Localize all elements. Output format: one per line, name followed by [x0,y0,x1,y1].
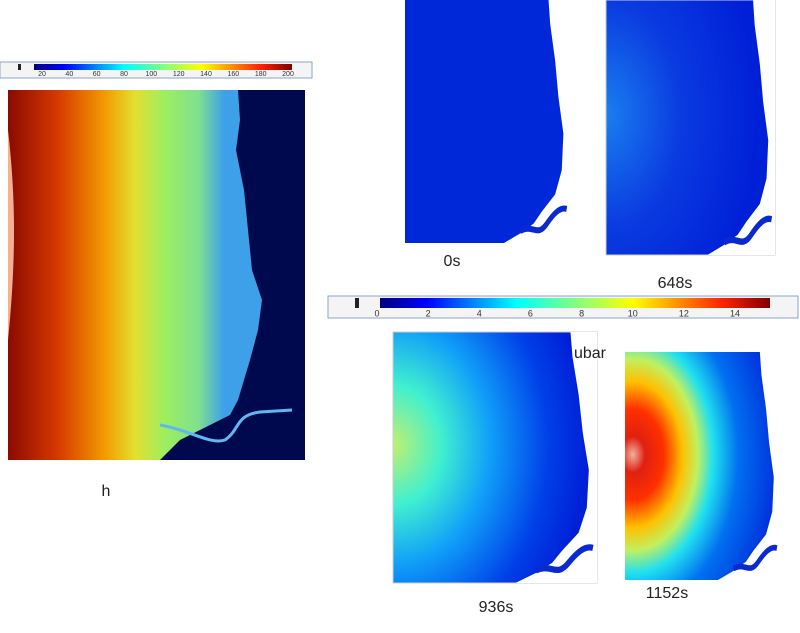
panel-1152s [625,352,780,580]
colorbar-tick-label: 160 [227,71,239,78]
colorbar-tick-label: 80 [120,71,128,78]
colorbar-tick-label: 200 [282,71,294,78]
colorbar-tick-label: 180 [255,71,267,78]
colorbar-tick-label: 100 [145,71,157,78]
colorbar-handle [355,298,359,308]
colorbar-tick-label: 140 [200,71,212,78]
panel-label: 0s [444,253,461,270]
panel-648s [605,0,776,256]
h-river [159,408,293,443]
colorbar-tick-label: 40 [65,71,73,78]
colorbar-tick-label: 4 [477,308,482,318]
h-field [8,90,262,460]
panel-0s [405,0,570,243]
panel-936s [392,331,598,584]
colorbar [380,298,770,308]
colorbar-ticks: 0 2 4 6 8 10 12 14 [374,308,740,318]
colorbar-tick-label: 60 [93,71,101,78]
colorbar-ticks: 20 40 60 80 100 120 140 160 180 200 [38,71,294,78]
colorbar-tick-label: 12 [679,308,689,318]
colorbar-tick-label: 8 [579,308,584,318]
colorbar-tick-label: 10 [628,308,638,318]
h-source [8,130,14,340]
colorbar-tick-label: 6 [528,308,533,318]
panel-label: 648s [658,275,693,292]
colorbar-handle [18,64,21,70]
colorbar-tick-label: 120 [173,71,185,78]
panel-label: 1152s [646,585,688,602]
colorbar-tick-label: 14 [730,308,740,318]
colorbar-tick-label: 2 [426,308,431,318]
panel-label: 936s [479,599,514,616]
colorbar [34,64,292,70]
colorbar-label: ubar [574,345,607,362]
colorbar-tick-label: 0 [374,308,379,318]
panel-label: h [102,483,111,500]
colorbar-tick-label: 20 [38,71,46,78]
